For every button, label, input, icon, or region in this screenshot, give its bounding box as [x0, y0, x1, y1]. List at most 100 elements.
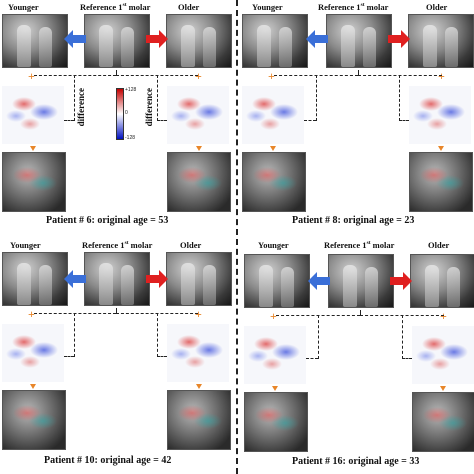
- older-overlay-image: [167, 152, 231, 212]
- dashed-connector: [74, 313, 75, 357]
- reference-xray-image: [326, 14, 392, 68]
- plus-icon: +: [440, 309, 447, 323]
- plus-icon: +: [438, 69, 445, 83]
- down-arrow-icon: [196, 146, 202, 151]
- dashed-connector: [358, 70, 359, 76]
- dashed-connector: [116, 308, 117, 314]
- panel-patient-16: Younger Reference 1st molar Older + + Pa…: [242, 240, 474, 472]
- older-label: Older: [428, 240, 450, 250]
- right-arrow-icon: [388, 30, 410, 48]
- older-difference-map: [167, 86, 229, 144]
- panel-patient-10: Younger Reference 1st molar Older + + Pa…: [2, 240, 232, 472]
- reference-label: Reference 1st molar: [324, 240, 395, 250]
- left-arrow-icon: [64, 30, 86, 48]
- panel-caption: Patient # 16: original age = 33: [292, 456, 420, 467]
- reference-xray-image: [84, 14, 150, 68]
- dashed-connector: [34, 75, 116, 76]
- older-difference-map: [167, 324, 229, 382]
- dashed-connector: [34, 313, 116, 314]
- dashed-connector: [399, 75, 400, 121]
- younger-difference-map: [242, 86, 304, 144]
- younger-xray-image: [2, 252, 68, 306]
- older-xray-image: [408, 14, 474, 68]
- younger-overlay-image: [2, 390, 66, 450]
- older-overlay-image: [409, 152, 473, 212]
- older-label: Older: [426, 2, 448, 12]
- down-arrow-icon: [438, 146, 444, 151]
- dashed-connector: [116, 70, 117, 76]
- panel-caption: Patient # 6: original age = 53: [46, 215, 169, 226]
- dashed-connector: [358, 75, 442, 76]
- plus-icon: +: [195, 307, 202, 321]
- difference-axis-label: difference: [76, 88, 86, 127]
- older-overlay-image: [412, 392, 474, 452]
- older-xray-image: [166, 14, 232, 68]
- dashed-connector: [64, 356, 74, 357]
- reference-label: Reference 1st molar: [318, 2, 389, 12]
- dashed-connector: [360, 310, 361, 316]
- older-difference-map: [412, 326, 474, 384]
- dashed-connector: [318, 315, 319, 359]
- younger-overlay-image: [2, 152, 66, 212]
- panel-patient-8: Younger Reference 1st molar Older + + Pa…: [242, 2, 474, 234]
- reference-xray-image: [328, 254, 394, 308]
- colorbar-mid-label: 0: [125, 110, 128, 116]
- plus-icon: +: [28, 307, 35, 321]
- down-arrow-icon: [272, 386, 278, 391]
- older-label: Older: [180, 240, 202, 250]
- down-arrow-icon: [30, 384, 36, 389]
- difference-colorbar: [116, 88, 124, 140]
- younger-xray-image: [2, 14, 68, 68]
- dashed-connector: [157, 75, 158, 121]
- right-arrow-icon: [146, 270, 168, 288]
- dashed-connector: [402, 315, 403, 359]
- younger-label: Younger: [10, 240, 41, 250]
- younger-label: Younger: [8, 2, 39, 12]
- plus-icon: +: [28, 69, 35, 83]
- reference-xray-image: [84, 252, 150, 306]
- down-arrow-icon: [440, 386, 446, 391]
- dashed-connector: [402, 358, 412, 359]
- dashed-connector: [399, 120, 409, 121]
- panel-caption: Patient # 10: original age = 42: [44, 455, 172, 466]
- younger-overlay-image: [242, 152, 306, 212]
- left-arrow-icon: [308, 272, 330, 290]
- colorbar-max-label: +128: [125, 87, 137, 93]
- dashed-connector: [157, 356, 167, 357]
- difference-axis-label: difference: [144, 88, 154, 127]
- dashed-connector: [157, 313, 158, 357]
- older-label: Older: [178, 2, 200, 12]
- dashed-connector: [64, 120, 74, 121]
- younger-difference-map: [244, 326, 306, 384]
- left-arrow-icon: [64, 270, 86, 288]
- younger-label: Younger: [258, 240, 289, 250]
- down-arrow-icon: [196, 384, 202, 389]
- plus-icon: +: [270, 309, 277, 323]
- older-xray-image: [410, 254, 474, 308]
- dashed-connector: [157, 120, 167, 121]
- down-arrow-icon: [30, 146, 36, 151]
- colorbar-min-label: -128: [125, 135, 136, 141]
- younger-overlay-image: [244, 392, 308, 452]
- younger-xray-image: [244, 254, 310, 308]
- plus-icon: +: [268, 69, 275, 83]
- reference-label: Reference 1st molar: [82, 240, 153, 250]
- panel-patient-6: Younger Reference 1st molar Older + + di…: [2, 2, 232, 234]
- right-arrow-icon: [146, 30, 168, 48]
- younger-xray-image: [242, 14, 308, 68]
- dashed-connector: [316, 75, 317, 121]
- younger-difference-map: [2, 324, 64, 382]
- older-difference-map: [409, 86, 471, 144]
- down-arrow-icon: [270, 146, 276, 151]
- right-arrow-icon: [390, 272, 412, 290]
- older-overlay-image: [167, 390, 231, 450]
- younger-difference-map: [2, 86, 64, 144]
- left-arrow-icon: [306, 30, 328, 48]
- dashed-connector: [304, 120, 316, 121]
- dashed-connector: [74, 75, 75, 121]
- reference-label: Reference 1st molar: [80, 2, 151, 12]
- dashed-connector: [306, 358, 318, 359]
- vertical-divider: [236, 0, 238, 474]
- panel-caption: Patient # 8: original age = 23: [292, 215, 415, 226]
- younger-label: Younger: [252, 2, 283, 12]
